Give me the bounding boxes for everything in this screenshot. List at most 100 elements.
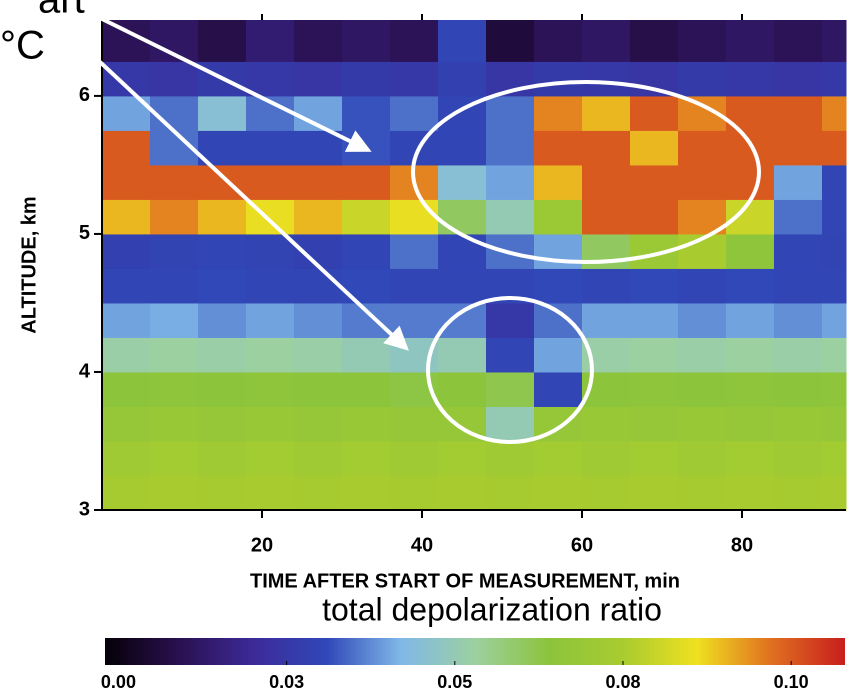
cell [822, 20, 847, 62]
cell [678, 406, 727, 442]
cell [726, 20, 775, 62]
cell [678, 371, 727, 407]
cell [438, 20, 487, 62]
cell [726, 302, 775, 338]
cell [342, 475, 391, 511]
cell [438, 164, 487, 200]
cell [198, 268, 247, 304]
cell [822, 199, 847, 235]
cell [342, 199, 391, 235]
cell [678, 130, 727, 166]
cell [726, 440, 775, 476]
x-tick-label: 60 [571, 534, 593, 556]
cell [630, 371, 679, 407]
colorbar-tick-label: 0.08 [605, 672, 640, 692]
cell [774, 199, 823, 235]
cell [438, 371, 487, 407]
cell [294, 61, 343, 97]
x-tick-label: 40 [411, 534, 433, 556]
cell [246, 475, 295, 511]
cell [822, 130, 847, 166]
cell [822, 406, 847, 442]
cell [390, 406, 439, 442]
cell [150, 233, 199, 269]
cell [582, 95, 631, 131]
cell [630, 130, 679, 166]
cell [486, 406, 535, 442]
cell [198, 337, 247, 373]
cell [150, 440, 199, 476]
cell [726, 130, 775, 166]
cell [294, 475, 343, 511]
cell [198, 199, 247, 235]
y-tick-label: 4 [79, 360, 91, 382]
cell [438, 233, 487, 269]
x-axis-label: TIME AFTER START OF MEASUREMENT, min [250, 570, 680, 592]
cell [678, 61, 727, 97]
cell [678, 337, 727, 373]
cell [198, 406, 247, 442]
cell [438, 61, 487, 97]
cell [102, 406, 151, 442]
cell [726, 164, 775, 200]
cell [774, 61, 823, 97]
cell [102, 371, 151, 407]
cell [246, 440, 295, 476]
cell [726, 337, 775, 373]
cell [150, 475, 199, 511]
cell [630, 20, 679, 62]
cell [534, 199, 583, 235]
cell [486, 199, 535, 235]
cell [294, 440, 343, 476]
cell [390, 268, 439, 304]
cell [534, 164, 583, 200]
cell [198, 20, 247, 62]
cell [342, 20, 391, 62]
cell [774, 164, 823, 200]
cell [582, 20, 631, 62]
cell [294, 337, 343, 373]
cell [630, 302, 679, 338]
colorbar [105, 638, 845, 665]
cell [390, 233, 439, 269]
cell [246, 130, 295, 166]
cell [150, 371, 199, 407]
cell [582, 475, 631, 511]
cell [486, 440, 535, 476]
y-tick-label: 6 [79, 84, 90, 106]
cell [582, 268, 631, 304]
cell [534, 337, 583, 373]
cell [246, 406, 295, 442]
cell [246, 233, 295, 269]
arrow [99, 16, 372, 152]
cell [150, 61, 199, 97]
cell [822, 164, 847, 200]
cell [774, 475, 823, 511]
cell [822, 371, 847, 407]
cell [342, 371, 391, 407]
cell [582, 61, 631, 97]
cell [678, 20, 727, 62]
cell [534, 20, 583, 62]
annotation: °C [0, 24, 45, 68]
y-tick-label: 3 [79, 498, 90, 520]
cell [198, 95, 247, 131]
cell [438, 268, 487, 304]
cell [630, 440, 679, 476]
cell [246, 61, 295, 97]
colorbar-tick-label: 0.05 [437, 672, 472, 692]
cell [342, 164, 391, 200]
cell [822, 475, 847, 511]
cell [342, 95, 391, 131]
cell [486, 20, 535, 62]
cell [822, 268, 847, 304]
cell [774, 371, 823, 407]
cell [822, 440, 847, 476]
cell [390, 440, 439, 476]
cell [726, 406, 775, 442]
cell [150, 199, 199, 235]
y-axis-label: ALTITUDE, km [18, 196, 40, 333]
cell [822, 337, 847, 373]
cell [102, 61, 151, 97]
cell [486, 164, 535, 200]
